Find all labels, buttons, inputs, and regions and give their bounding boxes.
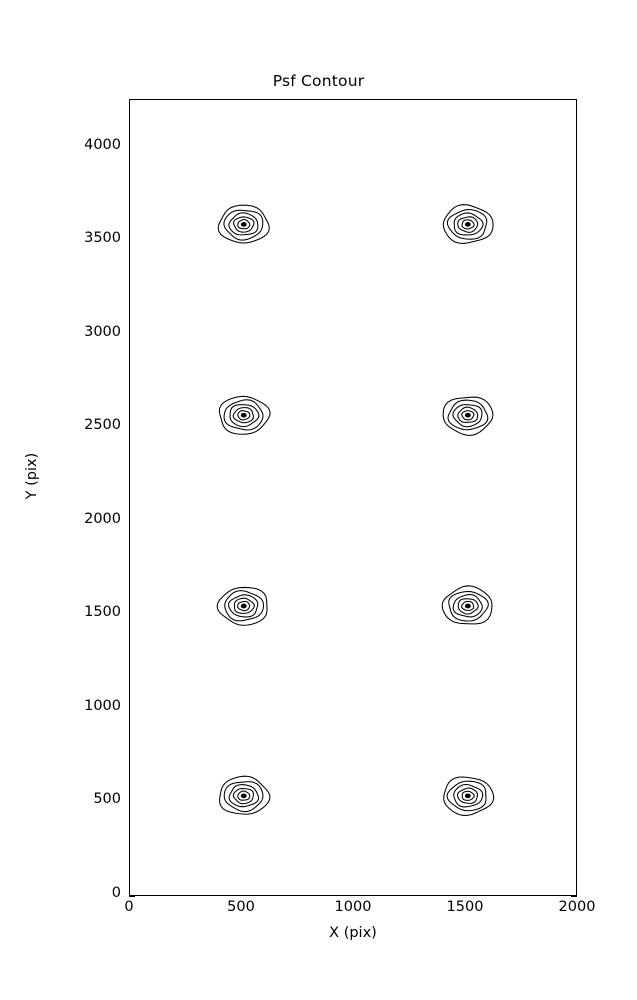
psf-contour-ring — [442, 396, 494, 436]
psf-peak-marker — [240, 222, 247, 227]
psf-contour-ring — [237, 219, 251, 230]
psf-contour-ring — [442, 204, 494, 244]
psf-contour-ring — [452, 404, 483, 428]
psf-contour-ring — [223, 209, 264, 241]
psf-contour-ring — [237, 790, 251, 801]
psf-contour-cluster — [441, 585, 493, 625]
psf-peak-marker — [240, 793, 247, 799]
contour-plot-svg — [216, 204, 495, 816]
psf-contour-ring — [218, 395, 271, 435]
contour-group — [216, 204, 495, 816]
psf-contour-ring — [229, 404, 260, 428]
psf-contour-ring — [443, 776, 495, 816]
psf-contour-ring — [453, 783, 484, 808]
psf-contour-ring — [457, 406, 479, 423]
y-tick-label: 1000 — [84, 698, 121, 714]
y-tick-label: 3000 — [84, 324, 121, 340]
psf-contour-cluster — [217, 204, 270, 244]
psf-contour-cluster — [219, 775, 271, 815]
plot-area — [129, 99, 577, 896]
psf-contour-ring — [461, 410, 475, 421]
psf-contour-ring — [457, 216, 479, 233]
psf-contour-cluster — [216, 586, 268, 626]
psf-contour-ring — [237, 600, 251, 612]
y-axis-title: Y (pix) — [24, 452, 40, 500]
psf-contour-cluster — [443, 776, 495, 816]
y-tick-label: 1500 — [84, 604, 121, 620]
psf-peak-marker — [464, 793, 471, 799]
y-tick-label: 500 — [93, 791, 121, 807]
psf-peak-marker — [464, 603, 471, 609]
y-tick-label: 2000 — [84, 511, 121, 527]
x-tick-label: 2000 — [558, 899, 596, 915]
x-axis-title: X (pix) — [329, 925, 377, 941]
psf-contour-ring — [228, 784, 260, 808]
psf-peak-marker — [240, 412, 247, 418]
x-tick-label: 500 — [227, 899, 255, 915]
psf-contour-ring — [461, 600, 475, 612]
psf-contour-ring — [446, 209, 488, 240]
x-tick-label: 1000 — [334, 899, 372, 915]
psf-contour-ring — [232, 407, 254, 424]
psf-contour-ring — [457, 598, 479, 615]
psf-contour-ring — [217, 204, 270, 244]
psf-contour-ring — [461, 219, 475, 230]
y-axis-tick — [129, 896, 135, 898]
psf-contour-ring — [219, 775, 271, 815]
psf-contour-cluster — [218, 395, 271, 435]
y-axis-tick-right — [571, 896, 577, 898]
psf-contour-ring — [224, 590, 265, 622]
psf-peak-marker — [464, 412, 471, 418]
psf-peak-marker — [464, 222, 471, 227]
psf-contour-ring — [232, 788, 254, 805]
psf-contour-ring — [233, 216, 255, 233]
x-tick-label: 0 — [124, 899, 134, 915]
y-tick-label: 3500 — [84, 230, 121, 246]
psf-contour-ring — [456, 787, 479, 804]
psf-contour-ring — [223, 781, 264, 813]
psf-contour-cluster — [442, 204, 494, 244]
psf-contour-cluster — [442, 396, 494, 436]
psf-contour-ring — [448, 590, 489, 622]
y-tick-label: 0 — [111, 885, 121, 901]
psf-contour-ring — [228, 594, 259, 618]
psf-contour-ring — [452, 593, 483, 618]
psf-contour-ring — [461, 790, 475, 801]
psf-contour-ring — [446, 780, 487, 812]
psf-contour-ring — [228, 212, 259, 236]
psf-contour-ring — [216, 586, 268, 626]
psf-contour-ring — [223, 399, 264, 431]
psf-contour-ring — [237, 410, 251, 421]
chart-title: Psf Contour — [272, 72, 365, 90]
psf-contour-ring — [447, 399, 489, 431]
y-tick-label: 2500 — [84, 417, 121, 433]
psf-contour-ring — [453, 212, 484, 236]
psf-peak-marker — [240, 603, 247, 609]
x-tick-label: 1500 — [446, 899, 484, 915]
psf-contour-ring — [233, 597, 255, 614]
psf-contour-ring — [441, 585, 493, 625]
y-tick-label: 4000 — [84, 137, 121, 153]
